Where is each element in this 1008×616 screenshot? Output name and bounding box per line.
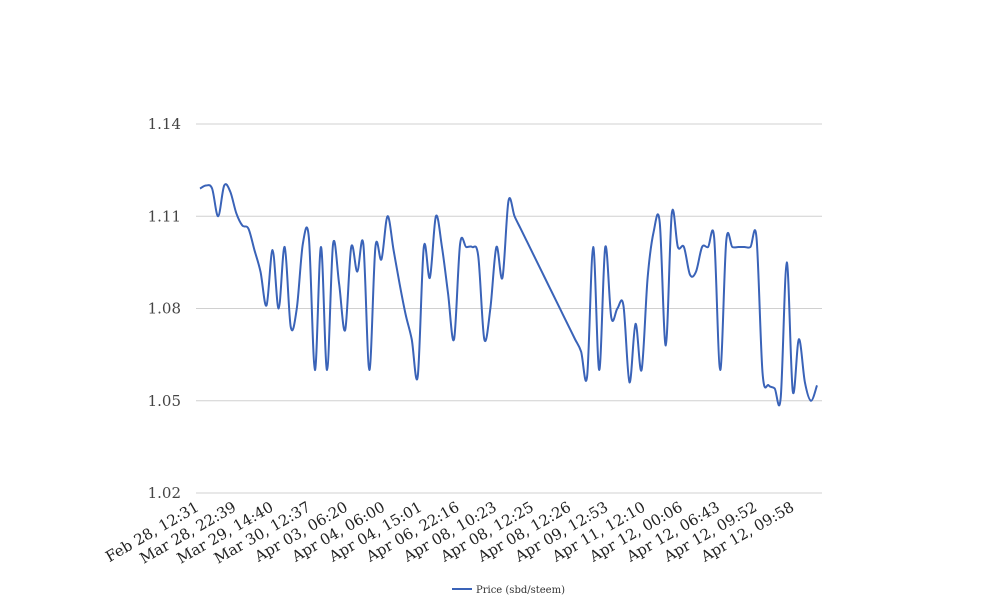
y-tick-label: 1.11 [148, 207, 181, 225]
y-tick-label: 1.02 [148, 484, 181, 502]
y-tick-label: 1.08 [148, 300, 181, 318]
y-axis: 1.14 1.11 1.08 1.05 1.02 [148, 115, 181, 502]
legend: Price (sbd/steem) [452, 585, 565, 596]
legend-label: Price (sbd/steem) [476, 585, 565, 596]
series-line-0 [199, 183, 818, 407]
y-tick-label: 1.05 [148, 392, 181, 410]
series-layer [199, 183, 818, 407]
gridlines [196, 123, 822, 494]
y-tick-label: 1.14 [148, 115, 181, 133]
